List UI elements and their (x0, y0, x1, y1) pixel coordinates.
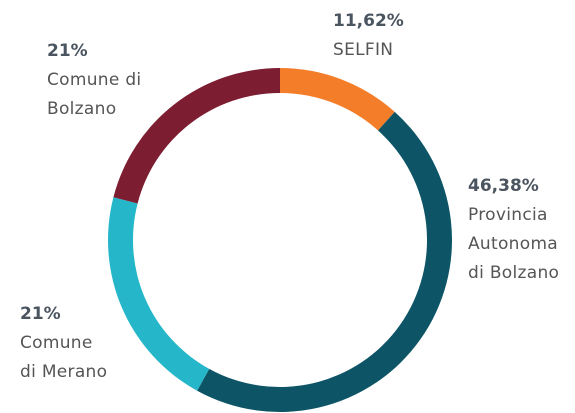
value-label: 21% (20, 304, 61, 324)
segment-label: 21% Comune di Bolzano (47, 37, 141, 124)
category-label: Comune di Merano (20, 333, 108, 382)
category-label: Provincia Autonoma di Bolzano (468, 205, 560, 283)
segment-label: 21% Comune di Merano (20, 300, 107, 387)
category-label: SELFIN (333, 40, 394, 60)
segment-label: 11,62% SELFIN (333, 7, 404, 65)
donut-segment (280, 68, 395, 131)
category-label: Comune di Bolzano (47, 70, 142, 119)
value-label: 46,38% (468, 176, 539, 196)
donut-segment (113, 68, 281, 204)
donut-segment (108, 197, 210, 391)
donut-segment (197, 111, 452, 413)
segment-label: 46,38% Provincia Autonoma di Bolzano (468, 172, 559, 288)
value-label: 21% (47, 41, 88, 61)
value-label: 11,62% (333, 11, 404, 31)
